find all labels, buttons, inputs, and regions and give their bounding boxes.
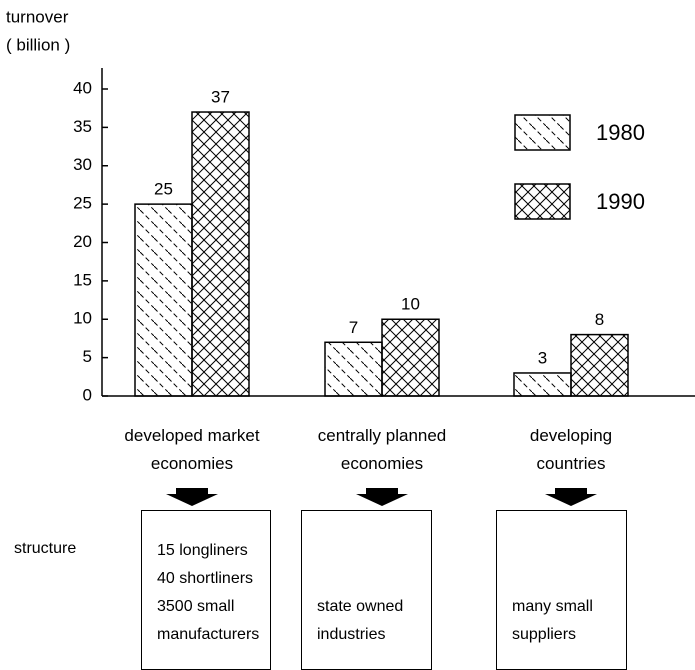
structure-line: 3500 small [157,598,235,615]
y-axis-label: ( billion ) [6,35,70,54]
value-label: 3 [538,348,547,367]
value-label: 7 [349,318,358,337]
y-tick-label: 35 [73,117,92,136]
bar [134,203,193,397]
y-tick-label: 30 [73,155,92,174]
legend-label: 1990 [596,189,645,214]
structure-line: state owned [317,598,404,615]
value-label: 37 [211,88,230,107]
bar [570,333,629,397]
legend-swatch [514,114,571,151]
structure-line: many small [512,598,593,615]
value-label: 8 [595,310,604,329]
structure-line: suppliers [512,626,577,643]
structure-line: industries [317,626,386,643]
y-tick-label: 20 [73,232,92,251]
structure-box: state owned industries [301,510,432,670]
structure-line: manufacturers [157,626,260,643]
structure-box: many small suppliers [496,510,627,670]
x-tick-label: developing countries [529,426,613,473]
x-tick-label: centrally planned economies [317,426,447,473]
bar [324,341,383,397]
legend-label: 1980 [596,120,645,145]
bar [191,111,250,397]
structure-line: 40 shortliners [157,570,254,587]
arrows [166,488,597,506]
structure-label: structure [14,540,77,557]
y-tick-label: 0 [83,385,92,404]
value-label: 25 [154,180,173,199]
y-tick-label: 15 [73,270,92,289]
structure-line: 15 longliners [157,542,248,559]
y-axis-label: turnover [6,7,69,26]
bar [381,318,440,397]
value-label: 10 [401,295,420,314]
y-tick-label: 40 [73,78,92,97]
y-tick-label: 5 [83,347,92,366]
legend-swatch [514,183,571,220]
structure-box: 15 longliners 40 shortliners 3500 small man… [141,510,271,670]
y-tick-label: 10 [73,309,92,328]
x-tick-label: developed market economies [124,426,260,473]
bar [513,372,572,397]
y-tick-label: 25 [73,194,92,213]
